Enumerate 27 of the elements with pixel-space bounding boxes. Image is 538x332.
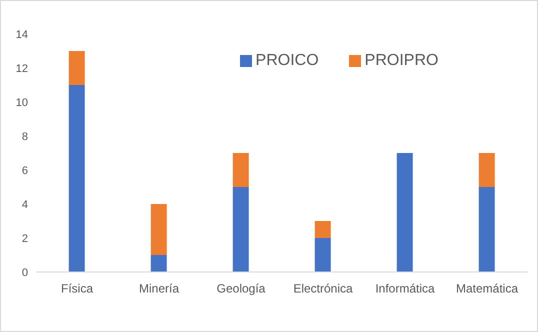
bar [478,187,495,272]
y-tick-label: 10 [16,96,28,109]
y-tick-label: 4 [22,198,28,211]
y-tick-label: 8 [22,130,28,143]
legend-label: PROICO [256,52,319,69]
x-tick-label: Física [60,282,94,296]
bar [150,255,167,272]
legend-label: PROIPRO [364,52,438,69]
bar [396,153,413,272]
bar [314,238,331,272]
y-tick-label: 2 [22,232,28,245]
bar [478,153,495,187]
y-tick-label: 12 [16,62,28,75]
bar [68,51,85,85]
bar [232,187,249,272]
x-tick-label: Geología [216,282,266,296]
y-tick-label: 14 [16,28,28,41]
y-tick-label: 0 [22,266,28,279]
y-tick-label: 6 [22,164,28,177]
x-tick-label: Electrónica [293,282,353,296]
x-tick-label: Informática [375,282,435,296]
bar [68,85,85,272]
bar [232,153,249,187]
bar [314,221,331,238]
bar [150,204,167,255]
x-tick-label: Matemática [456,282,518,296]
x-tick-label: Minería [138,282,180,296]
